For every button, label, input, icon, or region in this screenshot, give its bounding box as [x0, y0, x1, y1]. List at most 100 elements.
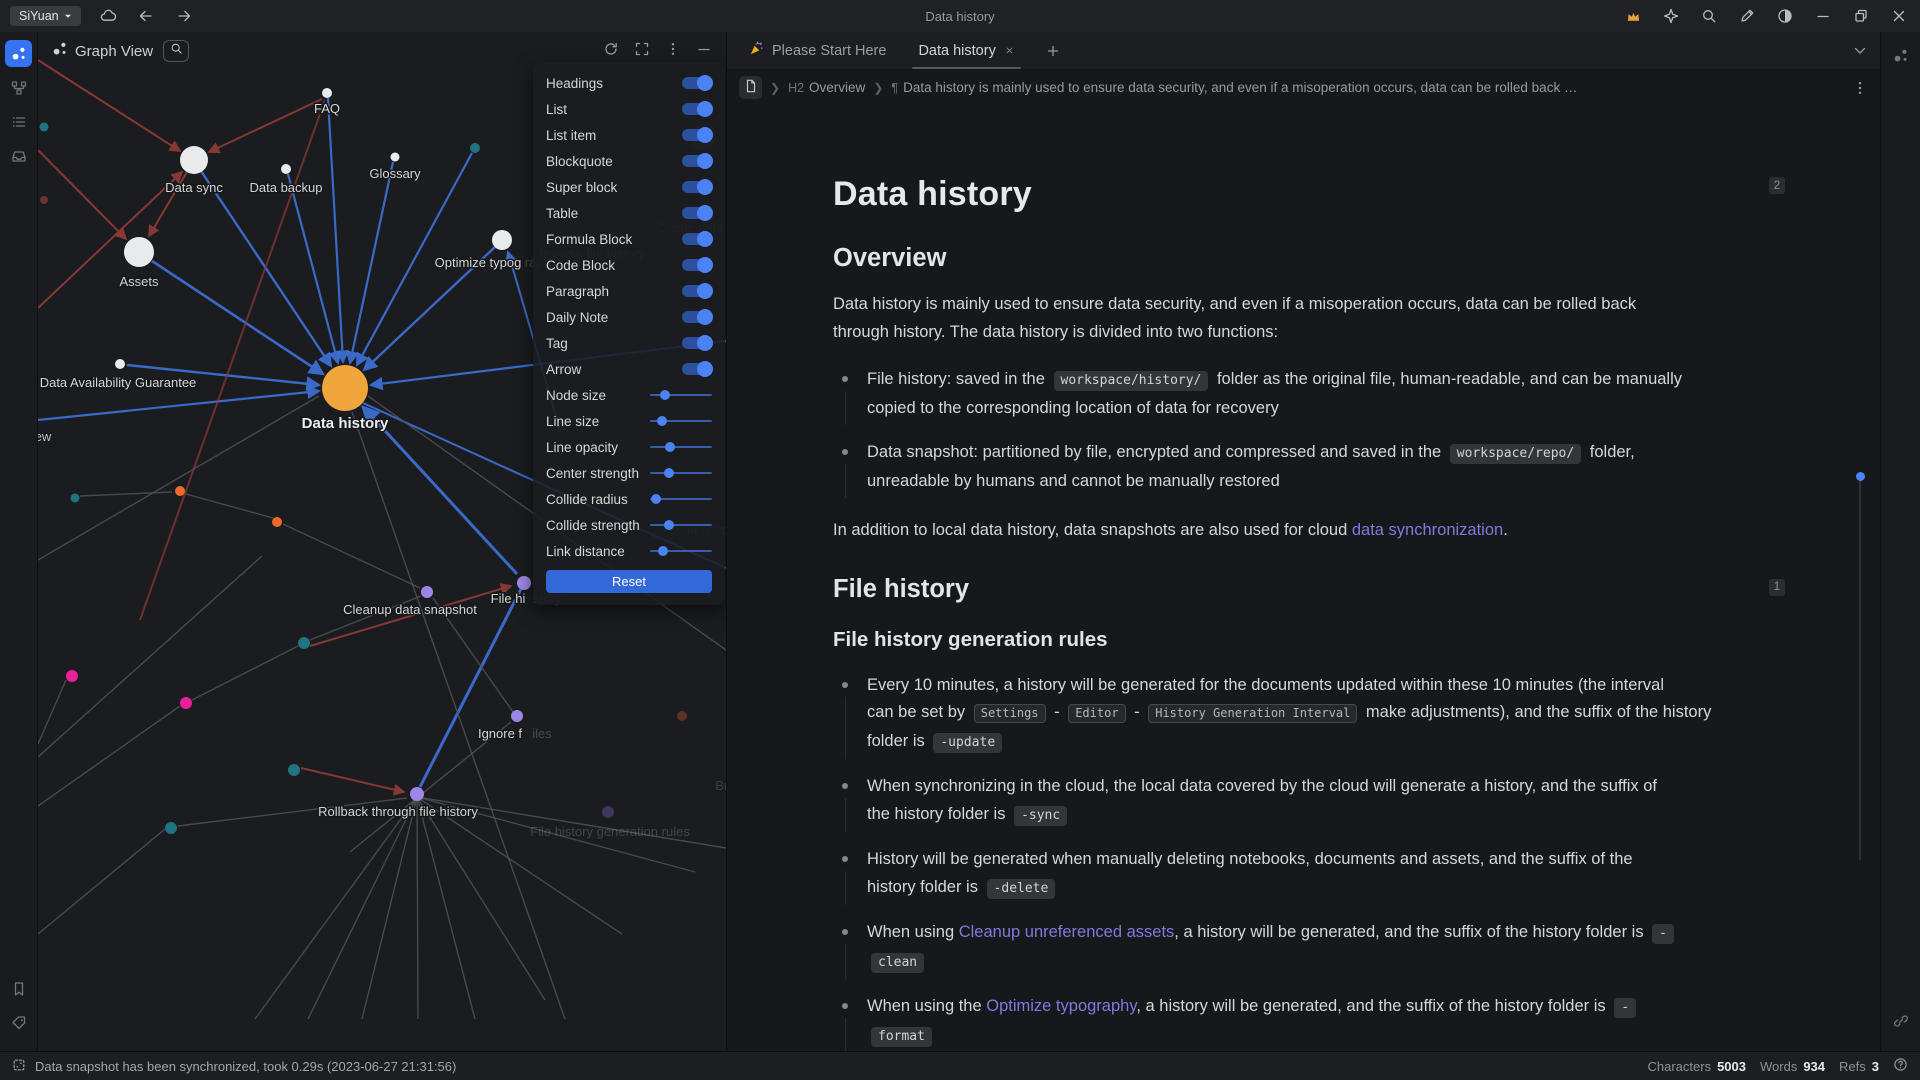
tab-data-history[interactable]: Data history — [902, 32, 1030, 69]
graph-node-data-sync[interactable] — [180, 146, 208, 174]
toggle-headings[interactable] — [682, 75, 713, 91]
slider-thumb[interactable] — [650, 494, 661, 504]
help-icon[interactable] — [1893, 1057, 1908, 1075]
graph-search-button[interactable] — [163, 40, 190, 62]
dock-bookmark-button[interactable] — [5, 975, 32, 1002]
graph-node[interactable] — [470, 143, 480, 153]
graph-filter-row-headings: Headings — [546, 70, 713, 96]
slider-line-size[interactable] — [650, 415, 712, 427]
slider-link-distance[interactable] — [650, 545, 712, 557]
crown-icon[interactable] — [1622, 5, 1644, 27]
graph-node-rollback-through-file-history[interactable] — [410, 787, 424, 801]
graph-node[interactable] — [677, 711, 687, 721]
graph-node-file-hi[interactable] — [517, 576, 531, 590]
contrast-icon[interactable] — [1774, 5, 1796, 27]
graph-node[interactable] — [39, 122, 49, 132]
toggle-code-block[interactable] — [682, 257, 713, 273]
dock-tag-button[interactable] — [5, 1009, 32, 1036]
slider-collide-radius[interactable] — [650, 493, 712, 505]
dock-graph-button[interactable] — [5, 40, 32, 67]
minimize-icon[interactable] — [1812, 5, 1834, 27]
document-area[interactable]: Data history 2 Overview Data history is mai… — [727, 105, 1880, 1051]
close-icon[interactable] — [1888, 5, 1910, 27]
graph-node[interactable] — [175, 486, 185, 496]
dock-inbox-button[interactable] — [5, 142, 32, 169]
toggle-tag[interactable] — [682, 335, 713, 351]
slider-thumb[interactable] — [659, 390, 670, 400]
graph-node[interactable] — [288, 764, 300, 776]
toggle-super-block[interactable] — [682, 179, 713, 195]
graph-filter-label: List — [546, 101, 568, 117]
close-tab-icon[interactable] — [1004, 45, 1015, 56]
doc-link[interactable]: Optimize typography — [986, 997, 1137, 1015]
slider-node-size[interactable] — [650, 389, 712, 401]
graph-node-data-backup[interactable] — [281, 164, 291, 174]
toggle-blockquote[interactable] — [682, 153, 713, 169]
graph-node-data-availability-guarantee[interactable] — [115, 359, 125, 369]
graph-min-icon[interactable] — [696, 41, 712, 62]
slider-thumb[interactable] — [658, 546, 669, 556]
graph-node-ignore-f[interactable] — [511, 710, 523, 722]
graph-more-icon[interactable] — [665, 41, 681, 62]
graph-node-optimize-typog[interactable] — [492, 230, 512, 250]
graph-node-glossary[interactable] — [390, 152, 400, 162]
slider-thumb[interactable] — [657, 416, 668, 426]
slider-thumb[interactable] — [663, 520, 674, 530]
dock-flowchart-button[interactable] — [5, 74, 32, 101]
graph-node[interactable] — [40, 196, 48, 204]
scrollbar-thumb[interactable] — [1855, 472, 1865, 481]
graph-node[interactable] — [165, 822, 177, 834]
toggle-table[interactable] — [682, 205, 713, 221]
doc-link[interactable]: data synchronization — [1351, 521, 1504, 539]
slider-center-strength[interactable] — [650, 467, 712, 479]
toggle-list-item[interactable] — [682, 127, 713, 143]
dock-graph-button[interactable] — [1887, 42, 1914, 69]
toggle-list[interactable] — [682, 101, 713, 117]
editor-scrollbar[interactable] — [1855, 472, 1865, 860]
graph-node-faq[interactable] — [322, 88, 332, 98]
breadcrumb-item-overview[interactable]: H2 Overview — [788, 80, 866, 95]
toggle-formula-block[interactable] — [682, 231, 713, 247]
graph-fullscreen-icon[interactable] — [634, 41, 650, 62]
toggle-paragraph[interactable] — [682, 283, 713, 299]
graph-edge — [38, 555, 263, 758]
seal-icon[interactable] — [1660, 5, 1682, 27]
slider-line-opacity[interactable] — [650, 441, 712, 453]
toggle-arrow[interactable] — [682, 361, 713, 377]
chevron-down-icon — [64, 9, 72, 23]
graph-node[interactable] — [272, 517, 282, 527]
new-tab-button[interactable] — [1031, 43, 1075, 59]
breadcrumb-more-icon[interactable] — [1852, 80, 1868, 96]
search-icon[interactable] — [1698, 5, 1720, 27]
slider-thumb[interactable] — [664, 442, 675, 452]
cloud-icon[interactable] — [97, 5, 119, 27]
code-span: clean — [871, 952, 925, 973]
graph-node[interactable] — [66, 670, 78, 682]
restore-icon[interactable] — [1850, 5, 1872, 27]
graph-node-cleanup-data-snapshot[interactable] — [421, 586, 433, 598]
graph-node[interactable] — [70, 493, 80, 503]
tab-list-chevron-icon[interactable] — [1852, 43, 1868, 59]
breadcrumb-doc-button[interactable] — [739, 76, 762, 99]
back-icon[interactable] — [135, 5, 157, 27]
graph-node-assets[interactable] — [124, 237, 154, 267]
forward-icon[interactable] — [173, 5, 195, 27]
dock-outline-button[interactable] — [5, 108, 32, 135]
reset-button[interactable]: Reset — [546, 570, 712, 593]
graph-filter-row-list: List — [546, 96, 713, 122]
edit-icon[interactable] — [1736, 5, 1758, 27]
main-menu-button[interactable]: SiYuan — [10, 6, 81, 26]
dock-link-button[interactable] — [1887, 1007, 1914, 1034]
graph-node[interactable] — [602, 806, 614, 818]
slider-thumb[interactable] — [663, 468, 674, 478]
tab-please-start-here[interactable]: Please Start Here — [733, 32, 902, 69]
doc-link[interactable]: Cleanup unreferenced assets — [958, 923, 1175, 941]
graph-refresh-icon[interactable] — [603, 41, 619, 62]
graph-node[interactable] — [180, 697, 192, 709]
toggle-daily-note[interactable] — [682, 309, 713, 325]
breadcrumb-item-paragraph[interactable]: ¶ Data history is mainly used to ensure … — [891, 80, 1578, 95]
graph-edge — [345, 161, 395, 366]
graph-node[interactable] — [298, 637, 310, 649]
slider-collide-strength[interactable] — [650, 519, 712, 531]
graph-node-data-history[interactable] — [322, 365, 368, 411]
